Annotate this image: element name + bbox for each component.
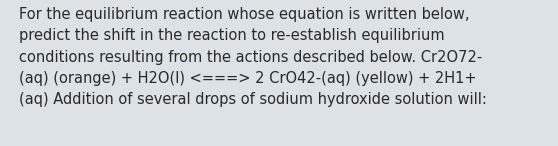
Text: For the equilibrium reaction whose equation is written below,
predict the shift : For the equilibrium reaction whose equat…	[20, 7, 487, 107]
